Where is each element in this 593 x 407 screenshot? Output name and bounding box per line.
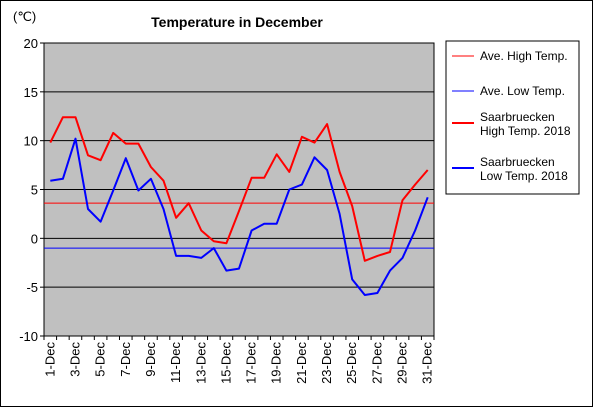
legend-label-3-0: Saarbruecken [480, 155, 555, 169]
y-tick-label-1: -5 [26, 280, 38, 295]
x-tick-label-9: 19-Dec [269, 342, 284, 384]
y-tick-label-5: 15 [24, 85, 38, 100]
plot-area: -10 -5 0 5 10 15 20 1-Dec 3-Dec 5-Dec 7-Dec 9-Dec 11… [19, 36, 435, 384]
x-tick-label-1: 3-Dec [67, 342, 82, 377]
y-tick-label-0: -10 [19, 329, 38, 344]
y-tick-label-3: 5 [31, 183, 38, 198]
chart-title: Temperature in December [151, 14, 323, 30]
legend-label-2-0: Saarbruecken [480, 110, 555, 124]
y-tick-label-2: 0 [31, 231, 38, 246]
legend-label-3-1: Low Temp. 2018 [480, 169, 568, 183]
x-tick-label-13: 27-Dec [369, 342, 384, 384]
x-tick-label-5: 11-Dec [168, 342, 183, 383]
x-tick-label-6: 13-Dec [193, 342, 208, 384]
y-unit-label: (℃) [13, 9, 36, 24]
x-tick-label-10: 21-Dec [294, 342, 309, 384]
y-tick-label-6: 20 [24, 36, 38, 51]
legend-label-2-1: High Temp. 2018 [480, 124, 571, 138]
x-tick-label-14: 29-Dec [395, 342, 410, 384]
y-tick-label-4: 10 [24, 134, 38, 149]
x-tick-label-0: 1-Dec [42, 342, 57, 377]
legend-label-1: Ave. Low Temp. [480, 84, 565, 98]
x-tick-label-11: 23-Dec [319, 342, 334, 384]
x-tick-label-4: 9-Dec [143, 342, 158, 377]
x-tick-label-8: 17-Dec [244, 342, 259, 384]
legend: Ave. High Temp. Ave. Low Temp. Saarbruecke… [452, 49, 571, 183]
x-tick-label-12: 25-Dec [344, 342, 359, 384]
legend-label-0: Ave. High Temp. [480, 49, 568, 63]
x-tick-label-3: 7-Dec [118, 342, 133, 377]
x-tick-label-2: 5-Dec [93, 342, 108, 377]
x-tick-label-7: 15-Dec [218, 342, 233, 384]
x-tick-label-15: 31-Dec [420, 342, 435, 384]
